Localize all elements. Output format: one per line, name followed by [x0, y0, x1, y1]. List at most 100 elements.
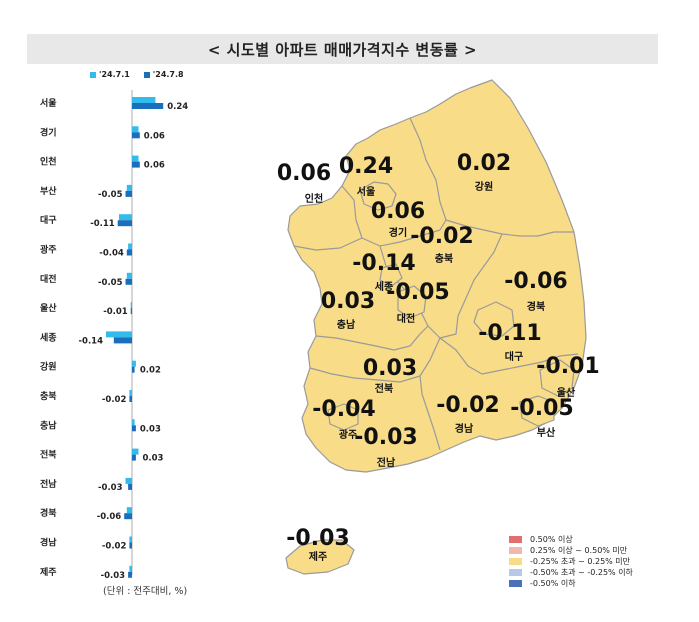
bar-series1 [129, 536, 132, 543]
bar-series2 [132, 103, 164, 109]
region-value: 0.02 [457, 151, 511, 176]
bar-series2 [132, 366, 135, 373]
category-label: 전남 [40, 478, 57, 490]
bar-series1 [126, 272, 132, 279]
legend-swatch-series2 [143, 71, 150, 78]
bar-series2 [125, 190, 132, 197]
bar-series1 [132, 97, 156, 103]
boundary-gyeongnam [419, 375, 441, 451]
category-label: 서울 [40, 97, 57, 109]
category-label: 경기 [40, 126, 57, 138]
region-name: 충남 [337, 318, 356, 331]
category-label: 전북 [40, 449, 57, 461]
bar-series2 [132, 161, 140, 168]
legend-color-box [509, 536, 522, 543]
region-value: -0.02 [410, 224, 473, 249]
bar-series2 [129, 542, 132, 549]
boundary-jeonbuk [309, 337, 441, 383]
category-label: 제주 [40, 566, 57, 578]
region-name: 부산 [537, 426, 556, 439]
data-label: 0.03 [143, 454, 164, 464]
bar-series1 [129, 565, 132, 572]
legend-color-box [509, 547, 522, 554]
bar-series2 [132, 425, 136, 432]
bar-series1 [130, 302, 132, 309]
category-label: 충남 [40, 419, 57, 431]
boundary-chungbuk [379, 233, 503, 339]
category-label: 울산 [40, 302, 57, 314]
bar-series1 [132, 155, 139, 162]
data-label: -0.03 [101, 571, 126, 581]
region-name: 강원 [475, 180, 493, 193]
region-value: -0.03 [286, 526, 349, 551]
bar-legend: '24.7.1 '24.7.8 [90, 70, 184, 79]
bar-series2 [113, 337, 132, 344]
legend-text: -0.25% 초과 ~ 0.25% 미만 [530, 557, 631, 566]
boundary-gyeongbuk [439, 337, 579, 375]
region-value: 0.03 [321, 289, 375, 314]
bar-series2 [128, 483, 132, 490]
bar-series1 [129, 390, 132, 396]
legend-text: 0.50% 이상 [530, 535, 573, 544]
category-label: 부산 [40, 185, 57, 197]
legend-text: -0.50% 초과 ~ -0.25% 이하 [530, 568, 633, 577]
bar-series1 [126, 184, 132, 191]
bar-series2 [124, 513, 132, 520]
category-label: 충북 [40, 390, 57, 402]
bar-series2 [132, 132, 140, 139]
data-label: -0.05 [98, 190, 123, 200]
bar-series2 [129, 396, 132, 402]
boundary-daejeon [397, 285, 427, 319]
data-label: 0.02 [140, 366, 161, 376]
category-label: 대구 [40, 214, 57, 226]
bar-series1 [132, 126, 139, 133]
region-value: 0.03 [363, 356, 417, 381]
mainland-outline [287, 79, 587, 473]
region-value: -0.11 [478, 321, 541, 346]
category-label: 인천 [40, 157, 57, 168]
jeju-island [285, 539, 355, 575]
bar-series1 [132, 360, 136, 367]
region-value: -0.01 [536, 354, 599, 379]
region-value: -0.06 [504, 269, 567, 294]
legend-color-box [509, 558, 522, 565]
data-label: -0.02 [102, 395, 127, 405]
boundary-sejong [379, 263, 403, 287]
boundary-gangwon [409, 117, 574, 237]
bar-series1 [128, 243, 132, 250]
region-name: 울산 [557, 386, 576, 399]
data-label: -0.01 [103, 307, 128, 317]
region-name: 인천 [305, 192, 323, 205]
category-label: 경북 [40, 507, 57, 519]
region-name: 경북 [527, 300, 545, 313]
boundary-ulsan [539, 359, 575, 397]
region-name: 전북 [375, 382, 393, 395]
bar-series2 [130, 308, 132, 315]
data-label: -0.11 [90, 219, 115, 229]
chart-title: < 시도별 아파트 매매가격지수 변동률 > [27, 34, 658, 64]
region-value: -0.14 [352, 251, 415, 276]
data-label: -0.06 [97, 512, 122, 522]
region-value: -0.05 [386, 280, 449, 305]
region-name: 세종 [375, 280, 393, 293]
category-label: 경남 [40, 537, 57, 549]
bar-series1 [126, 507, 132, 514]
category-label: 광주 [40, 244, 57, 256]
data-label: 0.06 [144, 161, 165, 171]
region-value: -0.02 [436, 393, 499, 418]
map-legend-item: -0.50% 이하 [509, 578, 633, 589]
data-label: -0.05 [98, 278, 123, 288]
region-name: 대구 [505, 350, 523, 363]
region-value: 0.06 [371, 199, 425, 224]
bar-series2 [126, 249, 132, 256]
legend-swatch-series1 [90, 71, 96, 78]
region-name: 경기 [389, 226, 407, 239]
legend-label-series2: '24.7.8 [152, 70, 184, 79]
region-value: -0.03 [354, 425, 417, 450]
bar-chart: 서울 0.24 경기 0.06 인천 0.06 부산 -0.05 대구 -0.11 광주 -0.04 대… [40, 90, 188, 581]
region-name: 광주 [339, 429, 357, 441]
bar-series1 [125, 477, 132, 484]
data-label: 0.24 [167, 102, 188, 112]
legend-item-series2: '24.7.8 [143, 70, 184, 79]
